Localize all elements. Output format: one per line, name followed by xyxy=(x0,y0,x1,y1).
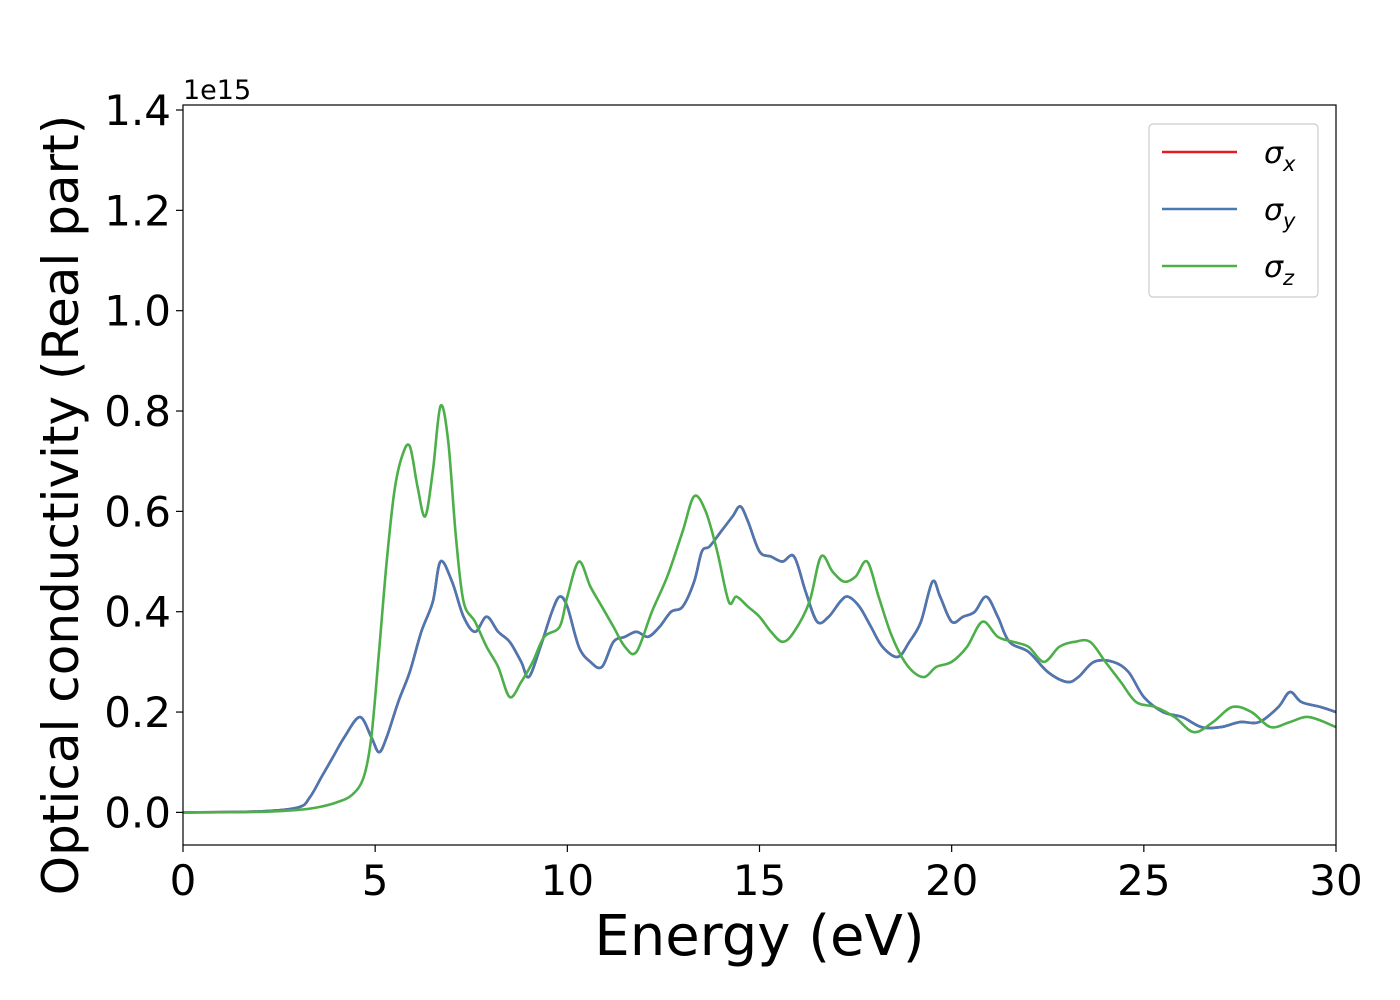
sigma-z-line xyxy=(183,403,1336,814)
x-tick-label: 5 xyxy=(362,856,389,905)
y-tick-label: 1.4 xyxy=(104,86,171,135)
y-tick-label: 0.4 xyxy=(104,588,171,637)
y-tick-label: 1.2 xyxy=(104,186,171,235)
x-tick-label: 30 xyxy=(1309,856,1362,905)
y-tick-label: 0.0 xyxy=(104,788,171,837)
y-tick-label: 1.0 xyxy=(104,287,171,336)
legend-frame xyxy=(1148,123,1319,298)
y-tick-label: 0.2 xyxy=(104,688,171,737)
y-axis-label: Optical conductivity (Real part) xyxy=(32,115,90,896)
axis-ticks xyxy=(176,109,1337,852)
x-tick-label: 0 xyxy=(170,856,197,905)
series-layer xyxy=(183,403,1336,814)
tick-labels: 0 5 10 15 20 25 30 0.0 0.2 0.4 0.6 0.8 1.0 1.2 1.4 xyxy=(104,86,1363,905)
x-tick-label: 25 xyxy=(1117,856,1170,905)
sigma-y-line xyxy=(183,505,1336,814)
x-tick-label: 15 xyxy=(733,856,786,905)
y-tick-label: 0.6 xyxy=(104,487,171,536)
y-tick-label: 0.8 xyxy=(104,387,171,436)
y-offset-multiplier: 1e15 xyxy=(183,75,251,106)
plot-frame xyxy=(182,104,1337,846)
x-axis-label: Energy (eV) xyxy=(594,904,924,969)
x-tick-label: 10 xyxy=(541,856,594,905)
x-tick-label: 20 xyxy=(925,856,978,905)
